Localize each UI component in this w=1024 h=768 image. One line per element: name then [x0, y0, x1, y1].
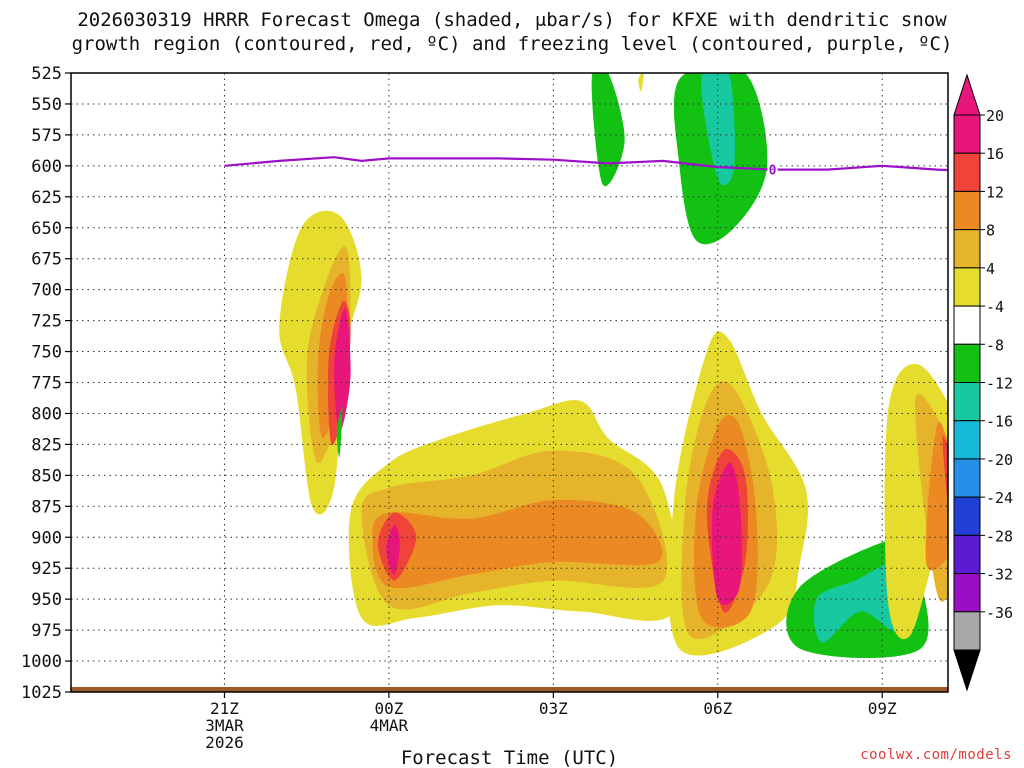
x-tick-label-3-1: 4MAR: [370, 716, 409, 735]
x-tick-label-0-0: 21Z: [210, 699, 239, 718]
surface-band: [71, 687, 948, 692]
colorbar-segment-12: [953, 190, 981, 231]
colorbar-label--8: -8: [986, 336, 1004, 354]
colorbar-segment--8: [953, 343, 981, 383]
colorbar: 20 16 12 8 4 -4 -8 -12 -16 -20 -24 -28 -32 -36: [953, 73, 1013, 692]
colorbar-label-12: 12: [986, 183, 1004, 201]
y-tick-label-700: 700: [31, 281, 62, 301]
omega-region-19: [711, 462, 742, 606]
x-tick-label-3-0: 00Z: [374, 699, 403, 718]
colorbar-label--12: -12: [986, 375, 1013, 393]
y-tick-label-1000: 1000: [21, 652, 62, 672]
omega-region-21: [813, 560, 908, 643]
colorbar-segment--20: [953, 458, 981, 498]
colorbar-label--32: -32: [986, 566, 1013, 584]
colorbar-label--28: -28: [986, 527, 1013, 545]
y-tick-label-600: 600: [31, 157, 62, 177]
colorbar-segment-16: [953, 152, 981, 192]
y-tick-label-750: 750: [31, 343, 62, 363]
colorbar-segment--28: [953, 534, 981, 575]
y-tick-label-825: 825: [31, 435, 62, 455]
colorbar-segment-8: [953, 229, 981, 269]
chart-title-line-2: growth region (contoured, red, ºC) and f…: [71, 33, 953, 55]
colorbar-segment-20: [953, 114, 981, 154]
colorbar-segment--36: [953, 611, 981, 651]
x-tick-label-0-1: 3MAR: [205, 716, 244, 735]
y-tick-label-725: 725: [31, 312, 62, 332]
freezing-level-label-bg: [767, 162, 778, 177]
x-tick-label-0-2: 2026: [205, 733, 244, 752]
axes: 525 550 575 600 625 650 675 700 725 750 775 800 825 8…: [21, 64, 949, 768]
colorbar-label-16: 16: [986, 145, 1004, 163]
omega-region-5: [336, 406, 343, 458]
colorbar-label-4: 4: [986, 260, 995, 278]
y-tick-label-875: 875: [31, 497, 62, 517]
x-tick-label-12-0: 09Z: [868, 699, 897, 718]
omega-region-12: [638, 73, 644, 92]
colorbar-label--36: -36: [986, 604, 1013, 622]
freezing-level-label: 0: [769, 164, 777, 179]
colorbar-over-triangle: [953, 73, 981, 116]
omega-region-8: [372, 499, 663, 589]
y-tick-label-775: 775: [31, 374, 62, 394]
colorbar-under-triangle: [953, 649, 981, 692]
chart-title: 2026030319 HRRR Forecast Omega (shaded, …: [0, 8, 1024, 56]
y-tick-label-925: 925: [31, 559, 62, 579]
colorbar-segment--24: [953, 496, 981, 536]
colorbar-label-20: 20: [986, 107, 1004, 125]
colorbar-segment-4: [953, 267, 981, 307]
colorbar-label--24: -24: [986, 489, 1013, 507]
x-tick-label-6-0: 03Z: [539, 699, 568, 718]
colorbar-segment--4: [953, 305, 981, 345]
y-tick-label-575: 575: [31, 126, 62, 146]
omega-region-24: [925, 422, 948, 571]
freezing-level-line: [224, 156, 948, 172]
colorbar-segment--32: [953, 573, 981, 613]
colorbar-label--20: -20: [986, 451, 1013, 469]
omega-region-11: [591, 73, 625, 187]
y-tick-label-950: 950: [31, 590, 62, 610]
plot-clipped-layer: 0: [71, 71, 1024, 692]
colorbar-label--16: -16: [986, 413, 1013, 431]
omega-region-25: [942, 436, 948, 506]
y-tick-label-900: 900: [31, 528, 62, 548]
y-tick-label-625: 625: [31, 188, 62, 208]
omega-region-27: [1019, 71, 1024, 110]
omega-region-4: [333, 308, 351, 433]
plot-area: 0: [71, 71, 1024, 692]
colorbar-label--4: -4: [986, 298, 1004, 316]
colorbar-segment--12: [953, 382, 981, 422]
chart-title-line-1: 2026030319 HRRR Forecast Omega (shaded, …: [77, 9, 947, 31]
y-tick-label-850: 850: [31, 466, 62, 486]
y-tick-label-650: 650: [31, 219, 62, 239]
x-axis-title: Forecast Time (UTC): [401, 747, 618, 768]
y-tick-label-1025: 1025: [21, 683, 62, 703]
credit-text: coolwx.com/models: [860, 747, 1012, 763]
y-tick-label-550: 550: [31, 95, 62, 115]
colorbar-segment--16: [953, 420, 981, 460]
x-tick-label-9-0: 06Z: [703, 699, 732, 718]
y-tick-label-800: 800: [31, 404, 62, 424]
y-tick-label-975: 975: [31, 621, 62, 641]
colorbar-label-8: 8: [986, 222, 995, 240]
y-tick-label-525: 525: [31, 64, 62, 84]
y-tick-label-675: 675: [31, 250, 62, 270]
